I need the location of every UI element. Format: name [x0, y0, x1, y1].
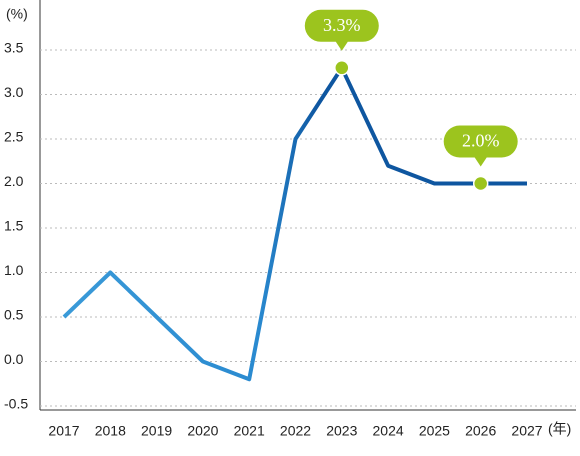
y-tick-label: -0.5: [4, 396, 28, 412]
highlight-point: [472, 175, 489, 192]
data-label: 3.3%: [323, 15, 361, 35]
data-label: 2.0%: [462, 131, 500, 151]
callout: [304, 9, 379, 51]
x-tick-label: 2020: [187, 423, 218, 439]
x-tick-label: 2025: [419, 423, 450, 439]
x-unit: (年): [548, 421, 571, 437]
y-tick-label: 3.0: [4, 84, 24, 100]
x-tick-label: 2022: [280, 423, 311, 439]
x-tick-label: 2023: [326, 423, 357, 439]
x-tick-label: 2021: [234, 423, 265, 439]
x-tick-label: 2026: [465, 423, 496, 439]
x-tick-label: 2024: [373, 423, 404, 439]
line-series: [62, 65, 527, 382]
y-unit: (%): [6, 6, 28, 22]
y-tick-label: 0.5: [4, 307, 24, 323]
y-tick-label: 1.0: [4, 262, 24, 278]
y-tick-label: 0.0: [4, 351, 24, 367]
x-tick-label: 2027: [511, 423, 542, 439]
y-tick-label: 1.5: [4, 218, 24, 234]
y-tick-label: 2.0: [4, 173, 24, 189]
y-tick-label: 2.5: [4, 129, 24, 145]
x-tick-label: 2017: [48, 423, 79, 439]
y-tick-label: 3.5: [4, 40, 24, 56]
highlight-point: [334, 60, 350, 76]
callout: [443, 125, 518, 167]
x-tick-label: 2019: [141, 423, 172, 439]
x-tick-label: 2018: [95, 423, 126, 439]
